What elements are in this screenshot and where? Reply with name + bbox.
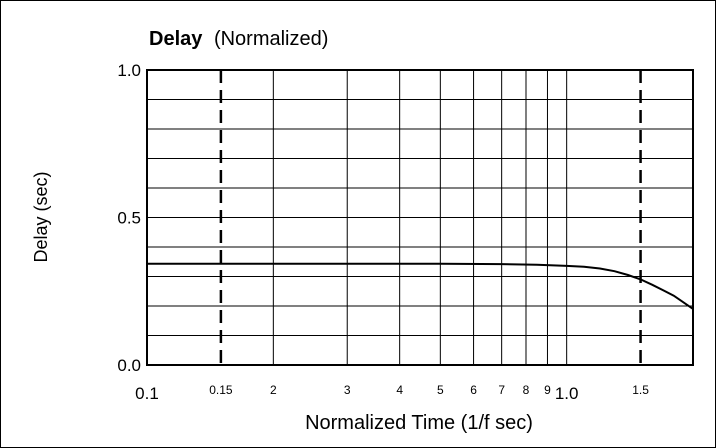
x-tick-label: 3 bbox=[344, 383, 351, 397]
x-tick-label: 0.1 bbox=[135, 384, 159, 403]
y-tick-label: 1.0 bbox=[117, 61, 141, 80]
y-tick-label: 0.0 bbox=[117, 356, 141, 375]
x-tick-labels: 0.1 0.15 2 3 4 5 6 7 8 9 1.0 1.5 bbox=[135, 383, 649, 403]
x-tick-label: 4 bbox=[396, 383, 403, 397]
y-axis-label: Delay (sec) bbox=[31, 171, 51, 262]
y-tick-label: 0.5 bbox=[117, 209, 141, 228]
x-tick-label: 8 bbox=[523, 383, 530, 397]
chart-title: Delay (Normalized) bbox=[149, 28, 328, 50]
x-tick-label: 7 bbox=[498, 383, 505, 397]
plot-frame bbox=[146, 69, 694, 366]
dashed-reference-lines bbox=[219, 70, 642, 365]
x-tick-label: 1.0 bbox=[555, 384, 579, 403]
series-layer bbox=[147, 262, 694, 310]
x-tick-label: 0.15 bbox=[209, 383, 233, 397]
x-tick-label: 1.5 bbox=[632, 383, 649, 397]
x-axis-label: Normalized Time (1/f sec) bbox=[305, 412, 533, 434]
delay-curve bbox=[147, 262, 694, 310]
y-tick-labels: 0.0 0.5 1.0 bbox=[117, 61, 141, 375]
x-tick-label: 9 bbox=[544, 383, 551, 397]
x-tick-label: 5 bbox=[437, 383, 444, 397]
chart-title-main: Delay bbox=[149, 28, 203, 50]
x-tick-label: 2 bbox=[270, 383, 277, 397]
chart-subtitle: (Normalized) bbox=[214, 28, 328, 50]
x-tick-label: 6 bbox=[470, 383, 477, 397]
grid bbox=[147, 70, 693, 365]
